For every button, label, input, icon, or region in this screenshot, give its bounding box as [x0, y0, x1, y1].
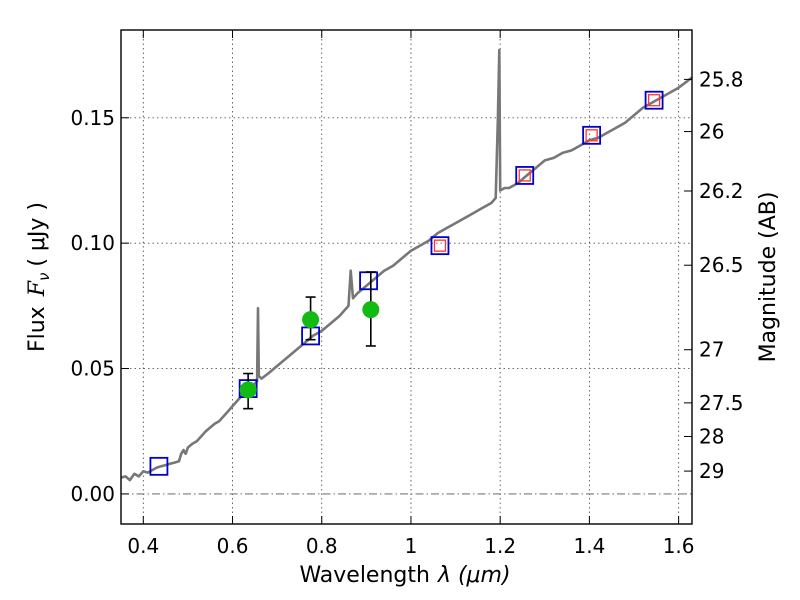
y-axis-label-unit: ( μJy ) — [25, 202, 50, 267]
y-axis-label: Flux Fν ( μJy ) — [25, 202, 53, 352]
detection-point — [239, 381, 257, 399]
x-tick-label: 0.8 — [306, 534, 338, 558]
x-tick-label: 1 — [405, 534, 418, 558]
magnitude-tick-label: 26.2 — [699, 179, 744, 203]
magnitude-tick-label: 26 — [699, 120, 724, 144]
model-photometry-marker — [430, 236, 450, 256]
model-photometry-marker — [582, 125, 602, 145]
observed-photometry-marker — [518, 169, 531, 182]
observed-photometry-marker — [433, 239, 447, 252]
y-axis-label-subscript: ν — [35, 273, 53, 281]
x-tick-label: 0.6 — [217, 534, 249, 558]
model-photometry-marker — [515, 166, 535, 185]
model-photometry-marker — [644, 90, 664, 110]
magnitude-tick-label: 26.5 — [699, 253, 744, 277]
x-axis-label-word: Wavelength — [299, 563, 430, 588]
detection-point — [362, 301, 380, 319]
magnitude-tick-label: 28 — [699, 424, 724, 448]
magnitude-axis-label: Magnitude (AB) — [756, 192, 781, 363]
detection-series — [239, 271, 380, 410]
y-axis-label-word: Flux — [25, 306, 50, 352]
y-tick-label: 0.00 — [70, 482, 115, 506]
x-tick-label: 1.4 — [573, 534, 605, 558]
magnitude-tick-label: 27 — [699, 338, 724, 362]
plot-frame — [120, 29, 693, 525]
model-spectrum-line — [120, 48, 693, 482]
model-photometry-marker — [149, 456, 169, 476]
observed-photometry-marker — [585, 129, 598, 142]
magnitude-axis-ticks: 25.8 26 26.2 26.5 27 27.5 28 29 — [684, 67, 744, 483]
magnitude-tick-label: 25.8 — [699, 67, 744, 91]
model-spectrum-series — [120, 48, 693, 482]
magnitude-tick-label: 27.5 — [699, 391, 744, 415]
x-axis-label: Wavelength λ (μm) — [299, 563, 510, 588]
y-axis-label-symbol: F — [25, 280, 50, 297]
y-tick-label: 0.15 — [70, 106, 115, 130]
y-axis-ticks: 0.00 0.05 0.10 0.15 — [70, 106, 129, 506]
x-axis-label-math: λ (μm) — [437, 563, 511, 588]
y-tick-label: 0.10 — [70, 231, 115, 255]
x-tick-label: 0.4 — [127, 534, 159, 558]
grid-lines — [121, 30, 692, 524]
photometry-series — [149, 90, 664, 476]
magnitude-tick-label: 29 — [699, 459, 724, 483]
x-tick-label: 1.2 — [484, 534, 516, 558]
x-tick-label: 1.6 — [663, 534, 695, 558]
observed-photometry-marker — [647, 94, 661, 107]
y-tick-label: 0.05 — [70, 357, 115, 381]
x-axis-ticks: 0.4 0.6 0.8 1 1.2 1.4 1.6 — [127, 30, 695, 558]
detection-point — [302, 311, 320, 329]
model-photometry-marker — [359, 271, 378, 291]
